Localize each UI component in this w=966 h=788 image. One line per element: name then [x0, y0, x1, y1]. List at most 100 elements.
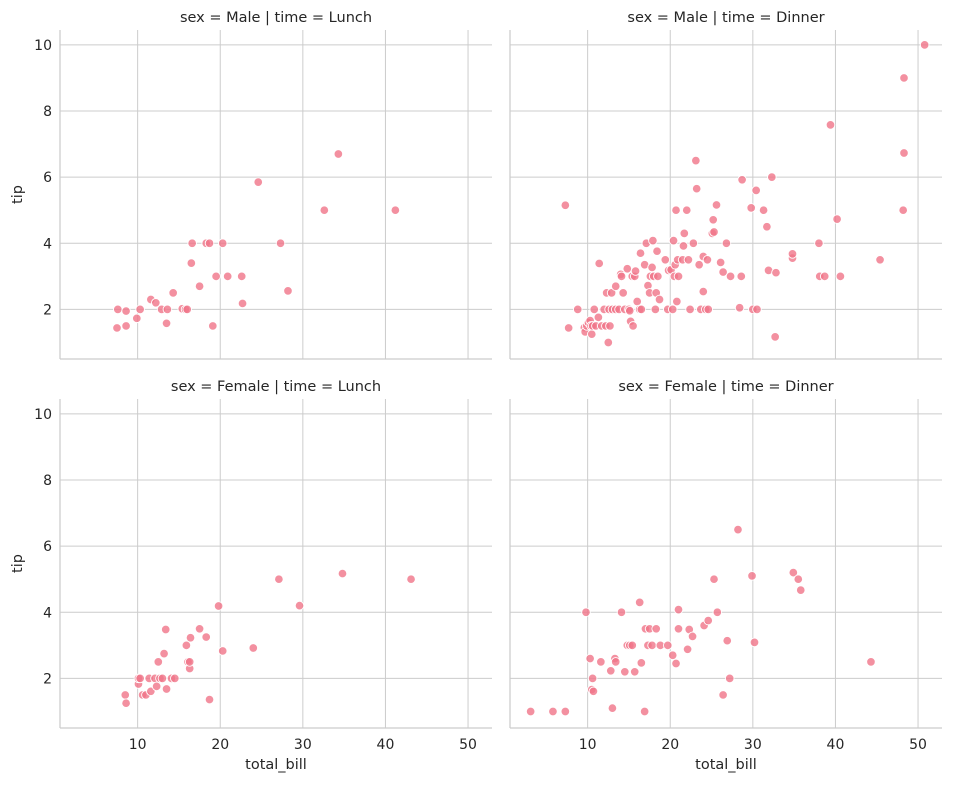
- data-point: [899, 148, 909, 158]
- y-tick-label: 2: [43, 302, 52, 318]
- data-point: [160, 624, 171, 635]
- data-point: [650, 304, 661, 315]
- data-point: [654, 294, 665, 305]
- data-point: [629, 667, 640, 677]
- data-point: [194, 281, 205, 292]
- data-point: [708, 215, 718, 225]
- data-point: [875, 255, 885, 265]
- data-point: [702, 255, 713, 265]
- data-point: [236, 271, 247, 282]
- data-point: [711, 200, 722, 210]
- facet-title: sex = Male | time = Dinner: [627, 10, 824, 26]
- data-point: [560, 706, 571, 717]
- data-point: [682, 644, 693, 655]
- y-tick-label: 10: [34, 407, 52, 423]
- data-point: [630, 266, 641, 276]
- data-point: [596, 657, 606, 667]
- data-point: [691, 183, 702, 194]
- data-point: [606, 666, 616, 676]
- data-point: [204, 238, 215, 249]
- data-point: [217, 646, 228, 656]
- data-point: [525, 706, 536, 717]
- data-point: [751, 185, 761, 196]
- data-point: [153, 657, 164, 667]
- data-point: [752, 304, 762, 315]
- data-point: [736, 271, 747, 282]
- data-point: [703, 304, 713, 315]
- data-point: [572, 304, 583, 315]
- data-point: [747, 571, 757, 581]
- data-point: [274, 574, 284, 584]
- data-point: [635, 248, 646, 258]
- data-point: [709, 574, 719, 584]
- data-point: [222, 271, 233, 282]
- x-axis-label: total_bill: [695, 757, 757, 773]
- data-point: [709, 227, 719, 237]
- data-point: [814, 238, 824, 249]
- data-point: [667, 304, 678, 315]
- data-point: [162, 304, 173, 315]
- data-point: [161, 318, 172, 329]
- data-point: [663, 640, 673, 651]
- data-point: [683, 255, 694, 265]
- data-point: [135, 304, 145, 315]
- data-point: [835, 271, 846, 282]
- data-point: [721, 238, 732, 249]
- data-point: [211, 271, 221, 282]
- data-point: [607, 703, 618, 713]
- data-point: [548, 706, 558, 717]
- data-point: [294, 600, 305, 611]
- data-point: [204, 694, 215, 705]
- data-point: [605, 321, 615, 331]
- data-point: [182, 304, 192, 315]
- data-point: [678, 241, 689, 251]
- data-point: [213, 601, 224, 611]
- x-tick-label: 40: [827, 737, 845, 753]
- data-point: [667, 650, 678, 661]
- data-point: [587, 329, 597, 339]
- x-tick-label: 30: [744, 737, 762, 753]
- data-point: [722, 635, 732, 646]
- data-point: [610, 281, 621, 292]
- data-point: [390, 205, 401, 215]
- data-point: [718, 267, 728, 277]
- data-point: [673, 271, 684, 282]
- data-point: [679, 228, 690, 239]
- data-point: [151, 298, 161, 308]
- data-point: [120, 690, 130, 700]
- y-tick-label: 10: [34, 38, 52, 54]
- data-point: [132, 313, 142, 324]
- data-point: [201, 632, 211, 642]
- facet-title: sex = Male | time = Lunch: [180, 10, 372, 26]
- data-point: [217, 238, 228, 249]
- data-point: [703, 615, 713, 626]
- data-point: [319, 205, 330, 215]
- data-point: [758, 205, 769, 215]
- data-point: [184, 657, 195, 667]
- x-tick-label: 10: [129, 737, 147, 753]
- data-point: [898, 205, 908, 215]
- data-point: [593, 312, 604, 323]
- data-point: [653, 271, 663, 282]
- y-tick-label: 4: [43, 605, 52, 621]
- data-point: [112, 323, 122, 333]
- data-point: [682, 205, 692, 215]
- data-point: [734, 303, 745, 313]
- data-point: [832, 214, 842, 224]
- data-point: [208, 321, 218, 331]
- data-point: [749, 637, 760, 648]
- data-point: [671, 658, 681, 669]
- data-point: [668, 235, 679, 246]
- data-point: [733, 524, 743, 535]
- data-point: [685, 304, 695, 315]
- data-point: [563, 323, 574, 333]
- data-point: [688, 238, 699, 249]
- data-point: [157, 673, 168, 684]
- data-point: [796, 585, 806, 595]
- data-point: [771, 267, 781, 278]
- data-point: [866, 657, 876, 667]
- data-point: [694, 260, 704, 270]
- data-point: [616, 607, 627, 618]
- data-point: [660, 255, 671, 265]
- data-point: [588, 686, 599, 697]
